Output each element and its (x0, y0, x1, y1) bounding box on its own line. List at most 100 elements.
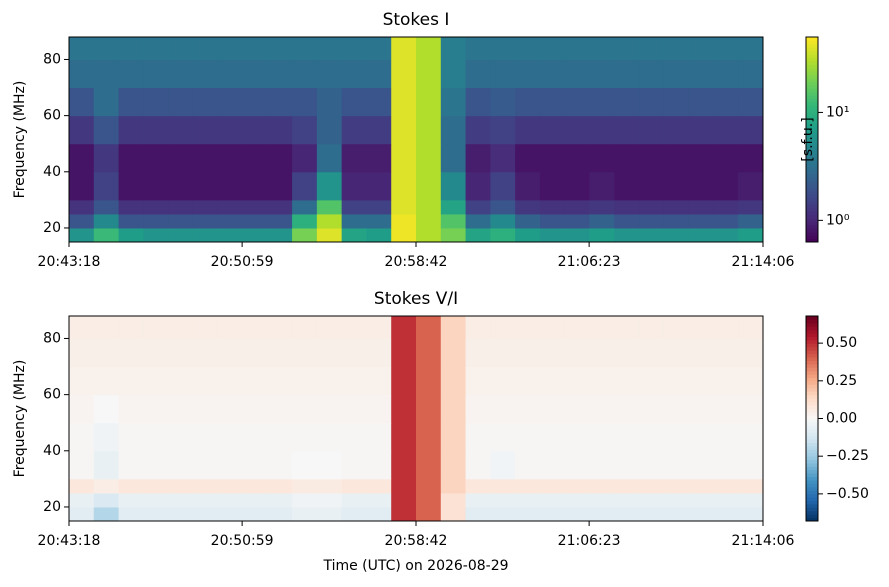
cell (738, 227, 764, 243)
cell (564, 59, 590, 89)
cell (515, 227, 541, 243)
cell (589, 478, 615, 494)
cell (490, 59, 516, 89)
cell (143, 506, 169, 522)
cell (391, 316, 417, 339)
colorbar (806, 37, 818, 243)
cell (341, 506, 367, 522)
cell (614, 422, 640, 452)
cell (713, 115, 739, 145)
cell (366, 213, 392, 229)
cell (490, 227, 516, 243)
colorbar-segment (806, 391, 818, 396)
cell (539, 366, 566, 396)
cell (639, 199, 665, 215)
cell (663, 115, 690, 145)
cell (168, 338, 194, 368)
cell (192, 316, 219, 339)
cell (490, 338, 516, 368)
cell (663, 450, 690, 480)
cell (143, 492, 169, 508)
cell (93, 492, 120, 508)
cell (539, 316, 566, 339)
colorbar-segment (806, 156, 818, 161)
cell (515, 143, 541, 173)
cell (515, 171, 541, 201)
cell (192, 213, 219, 229)
cell (118, 478, 144, 494)
colorbar-segment (806, 404, 818, 409)
colorbar-segment (806, 374, 818, 378)
cell (539, 171, 566, 201)
colorbar-segment (806, 139, 818, 144)
cell (168, 422, 194, 452)
colorbar-segment (806, 439, 818, 443)
cell (738, 506, 764, 522)
colorbar-segment (806, 207, 818, 212)
colorbar-segment (806, 119, 818, 123)
cell (69, 37, 95, 60)
cell (242, 59, 268, 89)
cell (341, 199, 367, 215)
colorbar-tick-label: 0.25 (826, 373, 857, 389)
cell (465, 213, 491, 229)
cell (589, 171, 615, 201)
colorbar-segment (806, 353, 818, 358)
cell (564, 492, 590, 508)
cell (69, 199, 95, 215)
cell (69, 492, 95, 508)
cell (539, 37, 566, 60)
cell (192, 394, 219, 424)
cell (440, 492, 467, 508)
colorbar-tick-label: 0.00 (826, 411, 857, 427)
cell (539, 492, 566, 508)
colorbar-segment (806, 418, 818, 423)
cell (564, 338, 590, 368)
cell (341, 115, 367, 145)
cell (143, 115, 169, 145)
cell (143, 316, 169, 339)
cell (713, 366, 739, 396)
cell (69, 227, 95, 243)
cell (341, 422, 367, 452)
cell (738, 37, 764, 60)
cell (267, 115, 293, 145)
cell (639, 422, 665, 452)
cell (93, 478, 120, 494)
cell (316, 227, 343, 243)
cell (738, 143, 764, 173)
cell (713, 338, 739, 368)
colorbar-segment (806, 435, 818, 440)
cell (440, 37, 467, 60)
cell (267, 171, 293, 201)
cell (614, 492, 640, 508)
cell (490, 394, 516, 424)
cell (316, 316, 343, 339)
colorbar-segment (806, 432, 818, 437)
cell (564, 366, 590, 396)
cell (118, 394, 144, 424)
cell (614, 171, 640, 201)
cell (738, 199, 764, 215)
cell (168, 394, 194, 424)
cell (515, 506, 541, 522)
x-tick-label: 21:14:06 (732, 254, 795, 270)
colorbar-segment (806, 160, 818, 164)
cell (192, 227, 219, 243)
cell (93, 366, 120, 396)
colorbar-segment (806, 425, 818, 430)
cell (589, 450, 615, 480)
x-tick-label: 21:06:23 (558, 254, 621, 270)
y-tick-label: 80 (43, 330, 61, 346)
cell (118, 316, 144, 339)
cell (465, 506, 491, 522)
cell (93, 213, 120, 229)
colorbar-segment (806, 329, 818, 334)
cell (738, 316, 764, 339)
cell (316, 171, 343, 201)
cell (663, 366, 690, 396)
cell (217, 59, 243, 89)
cell (713, 59, 739, 89)
cell (341, 59, 367, 89)
cell (341, 478, 367, 494)
